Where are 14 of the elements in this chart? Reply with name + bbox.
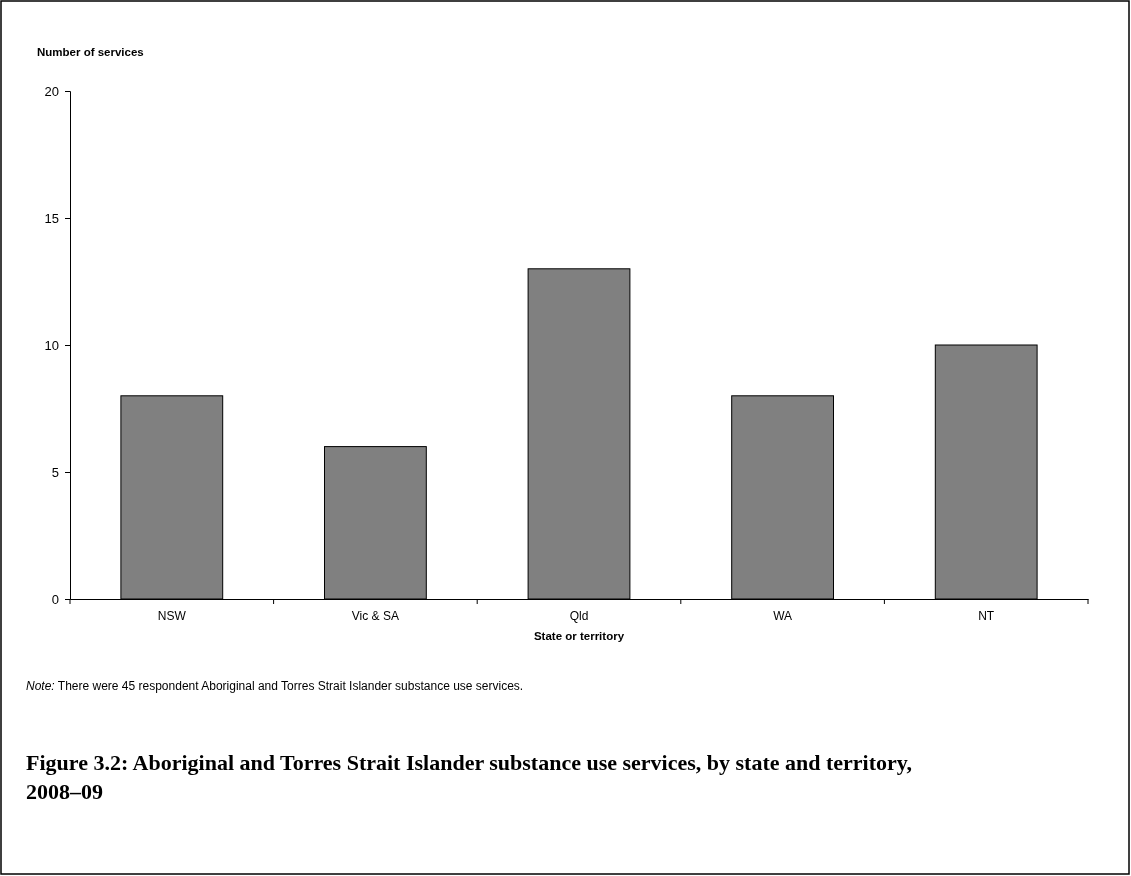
y-tick-label: 20 — [44, 83, 59, 99]
y-tick-label: 15 — [44, 210, 59, 226]
x-tick-label: NT — [978, 608, 995, 623]
y-tick-label: 0 — [51, 591, 59, 607]
x-axis-title: State or territory — [533, 630, 625, 642]
y-tick-label: 10 — [44, 337, 59, 353]
text: Figure 3.2: Aboriginal and Torres Strait Islander substance use services, by state and territory, 2008–09 — [26, 750, 913, 804]
x-tick-label: Vic & SA — [351, 608, 399, 623]
x-tick-label: WA — [773, 608, 793, 623]
x-tick-label: Qld — [569, 608, 589, 623]
y-tick-label: 5 — [51, 464, 59, 480]
text: Note: There were 45 respondent Aboriginal and Torres Strait Islander substance use services. — [26, 679, 524, 693]
y-axis-title: Number of services — [37, 46, 144, 58]
x-tick-label: NSW — [157, 608, 187, 623]
